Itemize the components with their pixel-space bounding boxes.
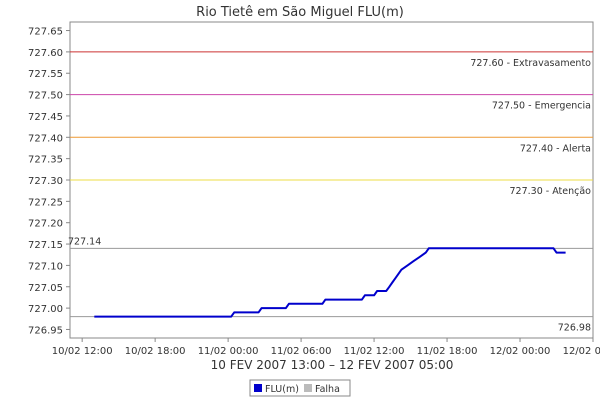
x-tick-label: 12/02 06:00	[563, 346, 600, 357]
y-tick-label: 727.50	[28, 91, 63, 102]
threshold-lines: 727.60 - Extravasamento 727.50 - Emergenc…	[70, 51, 593, 197]
y-tick-label: 727.10	[28, 261, 63, 272]
y-tick-label: 727.00	[28, 304, 63, 315]
legend-swatch	[304, 384, 312, 392]
x-tick-label: 11/02 06:00	[271, 346, 332, 357]
y-tick-label: 727.60	[28, 48, 63, 59]
y-tick-label: 727.40	[28, 133, 63, 144]
threshold-label: 727.30 - Atenção	[510, 186, 592, 197]
chart-subtitle: 10 FEV 2007 13:00 – 12 FEV 2007 05:00	[211, 358, 454, 372]
x-tick-label: 11/02 00:00	[198, 346, 259, 357]
legend-label: Falha	[315, 384, 340, 395]
series-layer	[94, 247, 566, 318]
y-tick-label: 727.25	[28, 197, 63, 208]
threshold-label: 727.60 - Extravasamento	[470, 58, 591, 69]
x-tick-label: 12/02 00:00	[490, 346, 551, 357]
y-tick-label: 727.20	[28, 219, 63, 230]
y-tick-label: 727.55	[28, 69, 63, 80]
x-axis: 10/02 12:00 10/02 18:00 11/02 00:00 11/02 0…	[52, 338, 600, 357]
legend-label: FLU(m)	[265, 384, 299, 395]
y-tick-label: 726.95	[28, 325, 63, 336]
reference-label: 727.14	[68, 236, 101, 247]
x-tick-label: 11/02 18:00	[417, 346, 478, 357]
y-tick-label: 727.05	[28, 283, 63, 294]
y-tick-label: 727.35	[28, 155, 63, 166]
legend-frame	[249, 379, 351, 397]
legend: FLU(m) Falha	[249, 379, 351, 397]
chart-title: Rio Tietê em São Miguel FLU(m)	[196, 5, 404, 20]
plot-area: 727.60 - Extravasamento 727.50 - Emergenc…	[68, 21, 594, 339]
y-axis: 726.95 727.00 727.05 727.10 727.15 727.20 727.…	[28, 27, 70, 336]
y-tick-label: 727.45	[28, 112, 63, 123]
x-tick-label: 11/02 12:00	[344, 346, 405, 357]
y-tick-label: 727.30	[28, 176, 63, 187]
threshold-label: 727.40 - Alerta	[520, 143, 591, 154]
x-tick-label: 10/02 18:00	[125, 346, 186, 357]
y-tick-label: 727.65	[28, 27, 63, 38]
legend-swatch	[254, 384, 262, 392]
x-tick-label: 10/02 12:00	[52, 346, 113, 357]
threshold-label: 727.50 - Emergencia	[492, 101, 591, 112]
reference-label: 726.98	[558, 323, 591, 334]
series-line-flu-m-	[94, 247, 566, 318]
y-tick-label: 727.15	[28, 240, 63, 251]
